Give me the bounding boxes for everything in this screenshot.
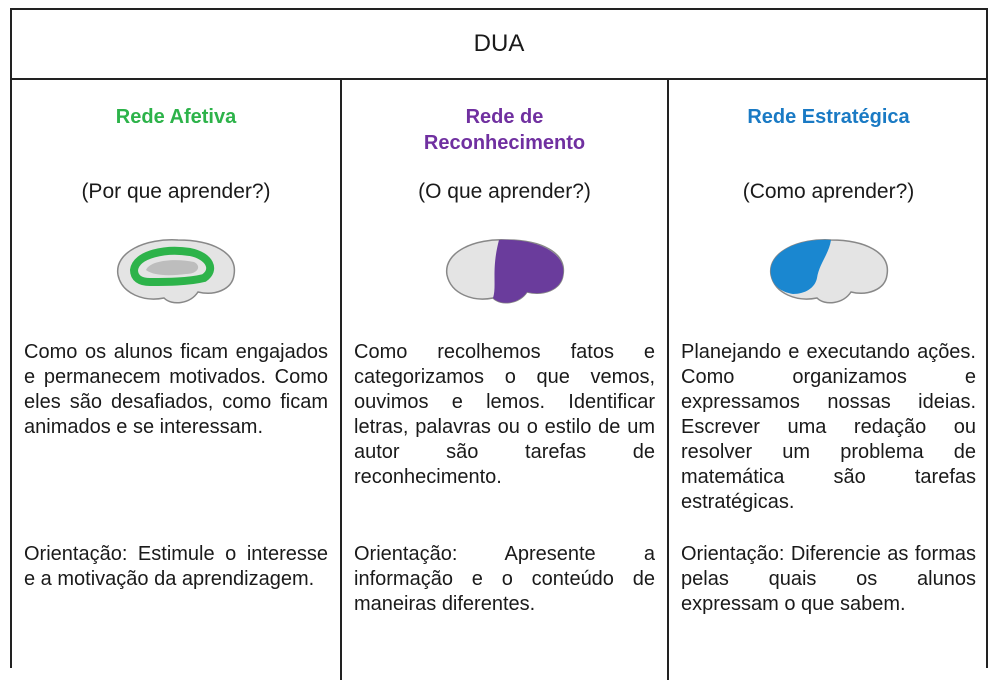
brain-icon <box>769 239 888 304</box>
column-orientation: Orientação: Diferencie as formas pelas q… <box>681 543 976 615</box>
column-orientation: Orientação: Apresente a informação e o c… <box>354 543 655 615</box>
column-question: (Por que aprender?) <box>81 180 271 203</box>
page: DUA Rede Afetiva (Por que aprender?) Com… <box>10 8 988 680</box>
column-title: Rede de Reconhecimento <box>423 106 586 154</box>
column-description: Planejando e executando ações. Como orga… <box>681 341 976 513</box>
table: DUA Rede Afetiva (Por que aprender?) Com… <box>10 8 988 680</box>
column-description: Como os alunos ficam engajados e permane… <box>24 341 328 438</box>
column-question: (Como aprender?) <box>742 180 915 203</box>
column-orientation: Orientação: Estimule o interesse e a mot… <box>24 543 328 590</box>
brain-icon <box>117 239 236 304</box>
column: Rede de Reconhecimento (O que aprender?)… <box>340 80 667 680</box>
column-title: Rede Estratégica <box>747 106 910 128</box>
column-title: Rede Afetiva <box>115 106 237 128</box>
column: Rede Estratégica (Como aprender?) Planej… <box>667 80 988 680</box>
table-header: DUA <box>12 10 986 80</box>
brain-icon <box>445 239 564 304</box>
column-description: Como recolhemos fatos e categorizamos o … <box>354 341 655 488</box>
column-question: (O que aprender?) <box>418 180 591 203</box>
column: Rede Afetiva (Por que aprender?) Como os… <box>12 80 340 680</box>
